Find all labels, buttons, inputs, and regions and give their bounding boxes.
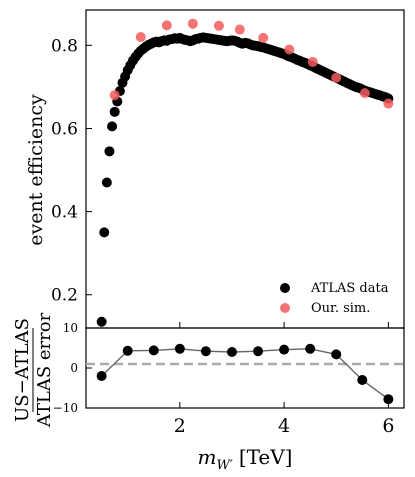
atlas-data-point	[109, 106, 120, 117]
residual-line	[101, 348, 389, 400]
residual-y-label-denominator: ATLAS error	[34, 312, 55, 428]
y-tick-label: 0.6	[51, 119, 78, 139]
y-tick-label: 0.4	[51, 203, 78, 223]
sim-data-point	[161, 20, 172, 31]
y-tick-label: 0.2	[51, 286, 78, 306]
atlas-data-point	[107, 121, 118, 132]
residual-y-tick-label: −10	[53, 401, 78, 415]
x-axis-label: mW′ [TeV]	[198, 445, 293, 473]
atlas-data-point	[96, 316, 107, 327]
legend-label-atlas: ATLAS data	[310, 281, 389, 296]
y-tick-label: 0.8	[51, 36, 78, 56]
residual-point	[331, 349, 342, 360]
x-tick-label: 4	[278, 415, 290, 437]
residual-panel: −10 0 10 2 4 6 US−ATLAS ATLAS error mW′ [TeV]	[12, 312, 405, 473]
atlas-data-point	[104, 146, 115, 157]
efficiency-y-axis-label: event efficiency	[25, 94, 47, 246]
x-axis-label-sub: W′	[216, 458, 232, 473]
sim-data-point	[383, 98, 394, 109]
legend: ATLAS data Our. sim.	[280, 281, 389, 316]
x-tick-label: 2	[174, 415, 186, 437]
residual-point	[96, 371, 107, 381]
residual-point	[357, 375, 368, 385]
sim-data-point	[307, 56, 318, 67]
residual-point	[279, 344, 290, 355]
sim-data-point	[109, 90, 120, 101]
sim-data-point	[359, 88, 370, 99]
residual-point	[226, 347, 237, 357]
sim-data-point	[258, 32, 269, 43]
legend-marker-atlas	[280, 283, 290, 293]
residual-panel-frame	[85, 327, 405, 409]
x-axis-label-main: m	[198, 445, 217, 469]
efficiency-points	[96, 18, 394, 327]
residual-point	[253, 346, 264, 357]
residual-point	[122, 345, 133, 356]
residual-y-tick-label: 10	[63, 321, 78, 335]
residual-points	[96, 343, 394, 405]
residual-point	[174, 343, 185, 354]
sim-data-point	[331, 72, 342, 83]
residual-y-label-numerator: US−ATLAS	[12, 318, 33, 422]
residual-point	[148, 345, 159, 356]
residual-ticks: −10 0 10 2 4 6	[53, 321, 395, 437]
sim-data-point	[135, 32, 146, 43]
sim-data-point	[234, 24, 245, 35]
x-axis-label-unit: [TeV]	[239, 445, 293, 469]
sim-data-point	[284, 44, 295, 55]
atlas-data-point	[99, 227, 110, 238]
sim-data-point	[187, 18, 198, 29]
legend-marker-sim	[280, 303, 290, 313]
atlas-data-point	[101, 177, 112, 188]
residual-y-axis-label: US−ATLAS ATLAS error	[12, 312, 55, 428]
efficiency-panel: 0.2 0.4 0.6 0.8 event efficiency ATLAS data…	[25, 9, 405, 329]
efficiency-y-ticks: 0.2 0.4 0.6 0.8	[51, 36, 389, 328]
legend-label-sim: Our. sim.	[311, 301, 370, 316]
residual-y-tick-label: 0	[70, 361, 78, 375]
sim-data-point	[213, 20, 224, 31]
residual-point	[200, 346, 211, 357]
x-tick-label: 6	[382, 415, 394, 437]
residual-point	[383, 394, 394, 405]
residual-point	[305, 343, 316, 354]
